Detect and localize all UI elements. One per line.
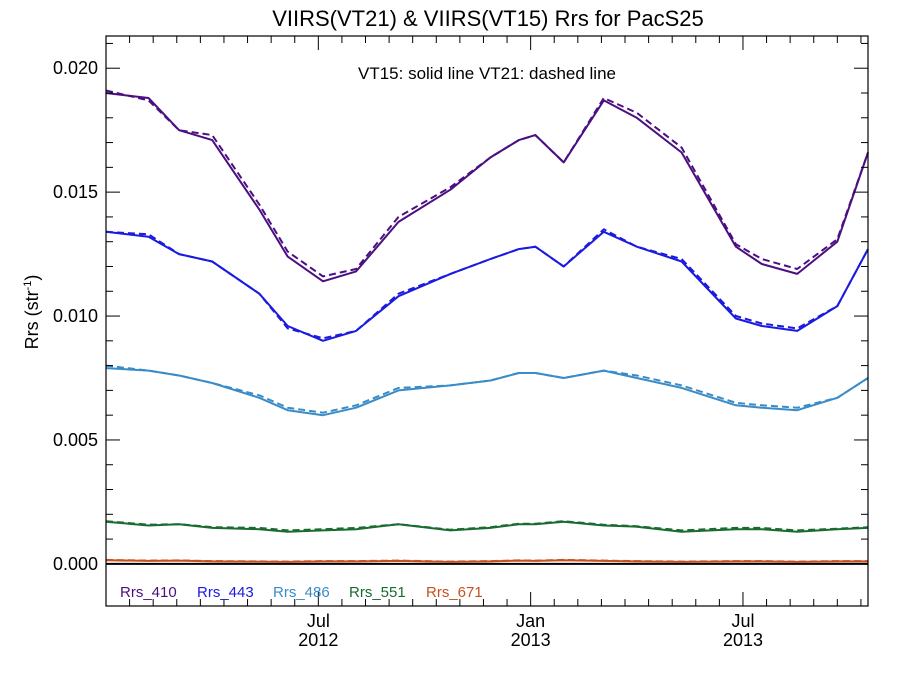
series-rrs-410-dashed-line	[105, 89, 869, 278]
x-tick-label-month: Jan	[516, 611, 545, 631]
legend-entry-rrs-671: Rrs_671	[426, 584, 483, 601]
series-rrs-443-dashed-line	[105, 228, 869, 340]
series-rrs-486-dashed-line	[105, 364, 869, 414]
x-tick-label-year: 2012	[298, 630, 338, 650]
x-tick-label-month: Jul	[731, 611, 754, 631]
x-tick-label-month: Jul	[307, 611, 330, 631]
y-axis-label-close: )	[22, 275, 42, 281]
legend-entry-rrs-551: Rrs_551	[349, 584, 406, 601]
series-rrs-671-dashed-line	[105, 558, 868, 563]
series-rrs-410-solid-line	[105, 92, 869, 283]
plot-area: 0.0000.0050.0100.0150.020Jul2012Jan2013J…	[53, 35, 869, 650]
y-axis-label: Rrs (str-1)	[22, 275, 42, 350]
y-tick-label: 0.000	[53, 554, 98, 574]
legend-entry-rrs-443: Rrs_443	[197, 584, 254, 601]
y-axis-label-superscript: -1	[22, 281, 34, 291]
legend: Rrs_410 Rrs_443 Rrs_486 Rrs_551 Rrs_671	[120, 584, 483, 601]
y-axis-label-text: Rrs (str	[22, 290, 42, 349]
legend-entry-rrs-410: Rrs_410	[120, 584, 177, 601]
x-tick-label-year: 2013	[511, 630, 551, 650]
chart-title: VIIRS(VT21) & VIIRS(VT15) Rrs for PacS25	[272, 6, 704, 31]
series-rrs-486-solid-line	[105, 367, 869, 417]
series-rrs-551-dashed-line	[105, 520, 869, 532]
plot-frame	[105, 35, 869, 607]
series-rrs-443-solid-line	[105, 230, 869, 342]
y-tick-label: 0.010	[53, 306, 98, 326]
y-tick-label: 0.015	[53, 182, 98, 202]
line-style-annotation: VT15: solid line VT21: dashed line	[358, 64, 616, 83]
y-tick-label: 0.005	[53, 430, 98, 450]
x-tick-label-year: 2013	[723, 630, 763, 650]
svg-text:Rrs (str-1): Rrs (str-1)	[22, 275, 42, 350]
y-tick-label: 0.020	[53, 58, 98, 78]
legend-entry-rrs-486: Rrs_486	[273, 584, 330, 601]
